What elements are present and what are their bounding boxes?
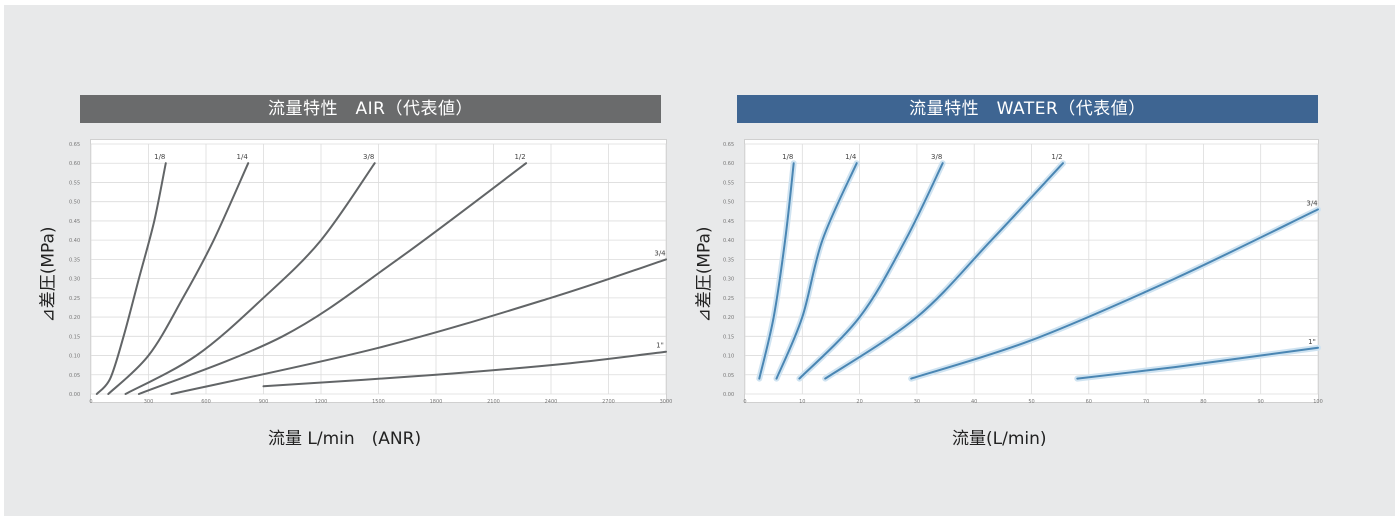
air-x-tick-label: 2700	[602, 399, 615, 405]
air-x-tick-label: 1200	[315, 399, 328, 405]
air-series-label-0: 1/8	[154, 153, 165, 161]
water-series-line-4	[910, 208, 1319, 380]
air-y-axis-label: ⊿差圧(MPa)	[38, 226, 59, 323]
air-series-label-3: 1/2	[514, 153, 525, 161]
water-series-line-0	[758, 162, 795, 380]
air-y-tick-label: 0.50	[69, 200, 80, 206]
water-y-tick-label: 0.05	[723, 373, 734, 379]
air-x-tick-label: 2100	[487, 399, 500, 405]
water-x-tick-label: 10	[799, 399, 805, 405]
water-series-label-3: 1/2	[1051, 153, 1062, 161]
water-y-tick-label: 0.35	[723, 257, 734, 263]
air-chart-svg: 0.00 0.05 0.10 0.15 0.20 0.25 0.30 0.35 0.40 0.45…	[69, 142, 672, 405]
water-y-tick-label: 0.60	[723, 161, 734, 167]
water-series-label-4: 3/4	[1306, 199, 1318, 207]
air-y-tick-label: 0.10	[69, 354, 80, 360]
page: 流量特性 AIR（代表値） 流量特性 WATER（代表値） ⊿差圧(MPa) ⊿…	[4, 5, 1395, 516]
air-y-tick-label: 0.15	[69, 334, 80, 340]
air-x-tick-label: 2400	[545, 399, 558, 405]
air-series-line-0	[95, 162, 167, 395]
air-y-tick-label: 0.30	[69, 277, 80, 283]
water-y-tick-label: 0.55	[723, 180, 734, 186]
water-y-tick-label: 0.40	[723, 238, 734, 244]
water-series-line-3	[824, 162, 1064, 380]
water-series-halo-3	[822, 160, 1066, 382]
water-series-label-5: 1"	[1308, 338, 1316, 346]
water-x-tick-label: 40	[971, 399, 977, 405]
air-x-tick-label: 1800	[430, 399, 443, 405]
water-y-tick-label: 0.65	[723, 142, 734, 148]
air-chart-title: 流量特性 AIR（代表値）	[80, 95, 661, 123]
water-y-tick-label: 0.30	[723, 277, 734, 283]
water-chart-svg: 0.00 0.05 0.10 0.15 0.20 0.25 0.30 0.35 0.40 0.45…	[723, 142, 1323, 405]
water-y-tick-label: 0.25	[723, 296, 734, 302]
air-series-line-1	[107, 162, 250, 395]
water-x-tick-label: 60	[1086, 399, 1092, 405]
water-y-tick-label: 0.20	[723, 315, 734, 321]
air-x-tick-label: 1500	[372, 399, 385, 405]
air-series-line-2	[124, 162, 376, 395]
air-y-tick-label: 0.65	[69, 142, 80, 148]
water-series-label-0: 1/8	[782, 153, 793, 161]
air-y-tick-label: 0.00	[69, 392, 80, 398]
water-x-tick-label: 0	[743, 399, 746, 405]
air-y-tick-label: 0.60	[69, 161, 80, 167]
water-x-axis-label: 流量(L/min)	[952, 429, 1047, 449]
air-grid	[90, 143, 667, 395]
water-x-tick-label: 30	[914, 399, 920, 405]
air-plot-area: 0.00 0.05 0.10 0.15 0.20 0.25 0.30 0.35 0.40 0.45…	[69, 139, 672, 405]
air-x-axis-label: 流量 L/min (ANR)	[268, 429, 422, 449]
air-series-label-4: 3/4	[654, 249, 666, 257]
water-chart-title: 流量特性 WATER（代表値）	[737, 95, 1318, 123]
air-y-tick-label: 0.55	[69, 180, 80, 186]
water-x-tick-label: 70	[1143, 399, 1149, 405]
air-series-label-5: 1"	[656, 342, 664, 350]
air-x-tick-label: 900	[259, 399, 269, 405]
air-x-tick-label: 3000	[660, 399, 673, 405]
water-series-line-5	[1076, 346, 1319, 380]
air-series-line-4	[170, 258, 667, 395]
air-series-line-3	[137, 162, 528, 395]
air-y-tick-label: 0.25	[69, 296, 80, 302]
water-y-tick-label: 0.15	[723, 334, 734, 340]
air-series-label-1: 1/4	[237, 153, 249, 161]
water-y-tick-label: 0.45	[723, 219, 734, 225]
air-x-tick-label: 0	[89, 399, 92, 405]
water-series-label-1: 1/4	[845, 153, 857, 161]
air-x-tick-label: 300	[144, 399, 154, 405]
water-x-tick-label: 50	[1028, 399, 1034, 405]
water-plot-area: 0.00 0.05 0.10 0.15 0.20 0.25 0.30 0.35 0.40 0.45…	[723, 139, 1323, 405]
water-series-label-2: 3/8	[931, 153, 942, 161]
air-y-tick-label: 0.05	[69, 373, 80, 379]
water-grid	[744, 143, 1319, 395]
air-y-tick-label: 0.40	[69, 238, 80, 244]
water-y-tick-label: 0.50	[723, 200, 734, 206]
water-y-tick-label: 0.00	[723, 392, 734, 398]
water-series-line-1	[775, 162, 858, 380]
water-y-axis-label: ⊿差圧(MPa)	[694, 226, 715, 323]
water-x-tick-label: 90	[1258, 399, 1264, 405]
air-series-label-2: 3/8	[363, 153, 374, 161]
air-series-line-5	[262, 350, 667, 388]
water-y-tick-label: 0.10	[723, 354, 734, 360]
air-x-tick-label: 600	[201, 399, 211, 405]
air-y-tick-label: 0.35	[69, 257, 80, 263]
air-y-tick-label: 0.45	[69, 219, 80, 225]
water-series-line-2	[798, 162, 944, 380]
water-x-tick-label: 80	[1200, 399, 1206, 405]
water-x-tick-label: 100	[1313, 399, 1323, 405]
water-x-tick-label: 20	[856, 399, 862, 405]
air-y-tick-label: 0.20	[69, 315, 80, 321]
